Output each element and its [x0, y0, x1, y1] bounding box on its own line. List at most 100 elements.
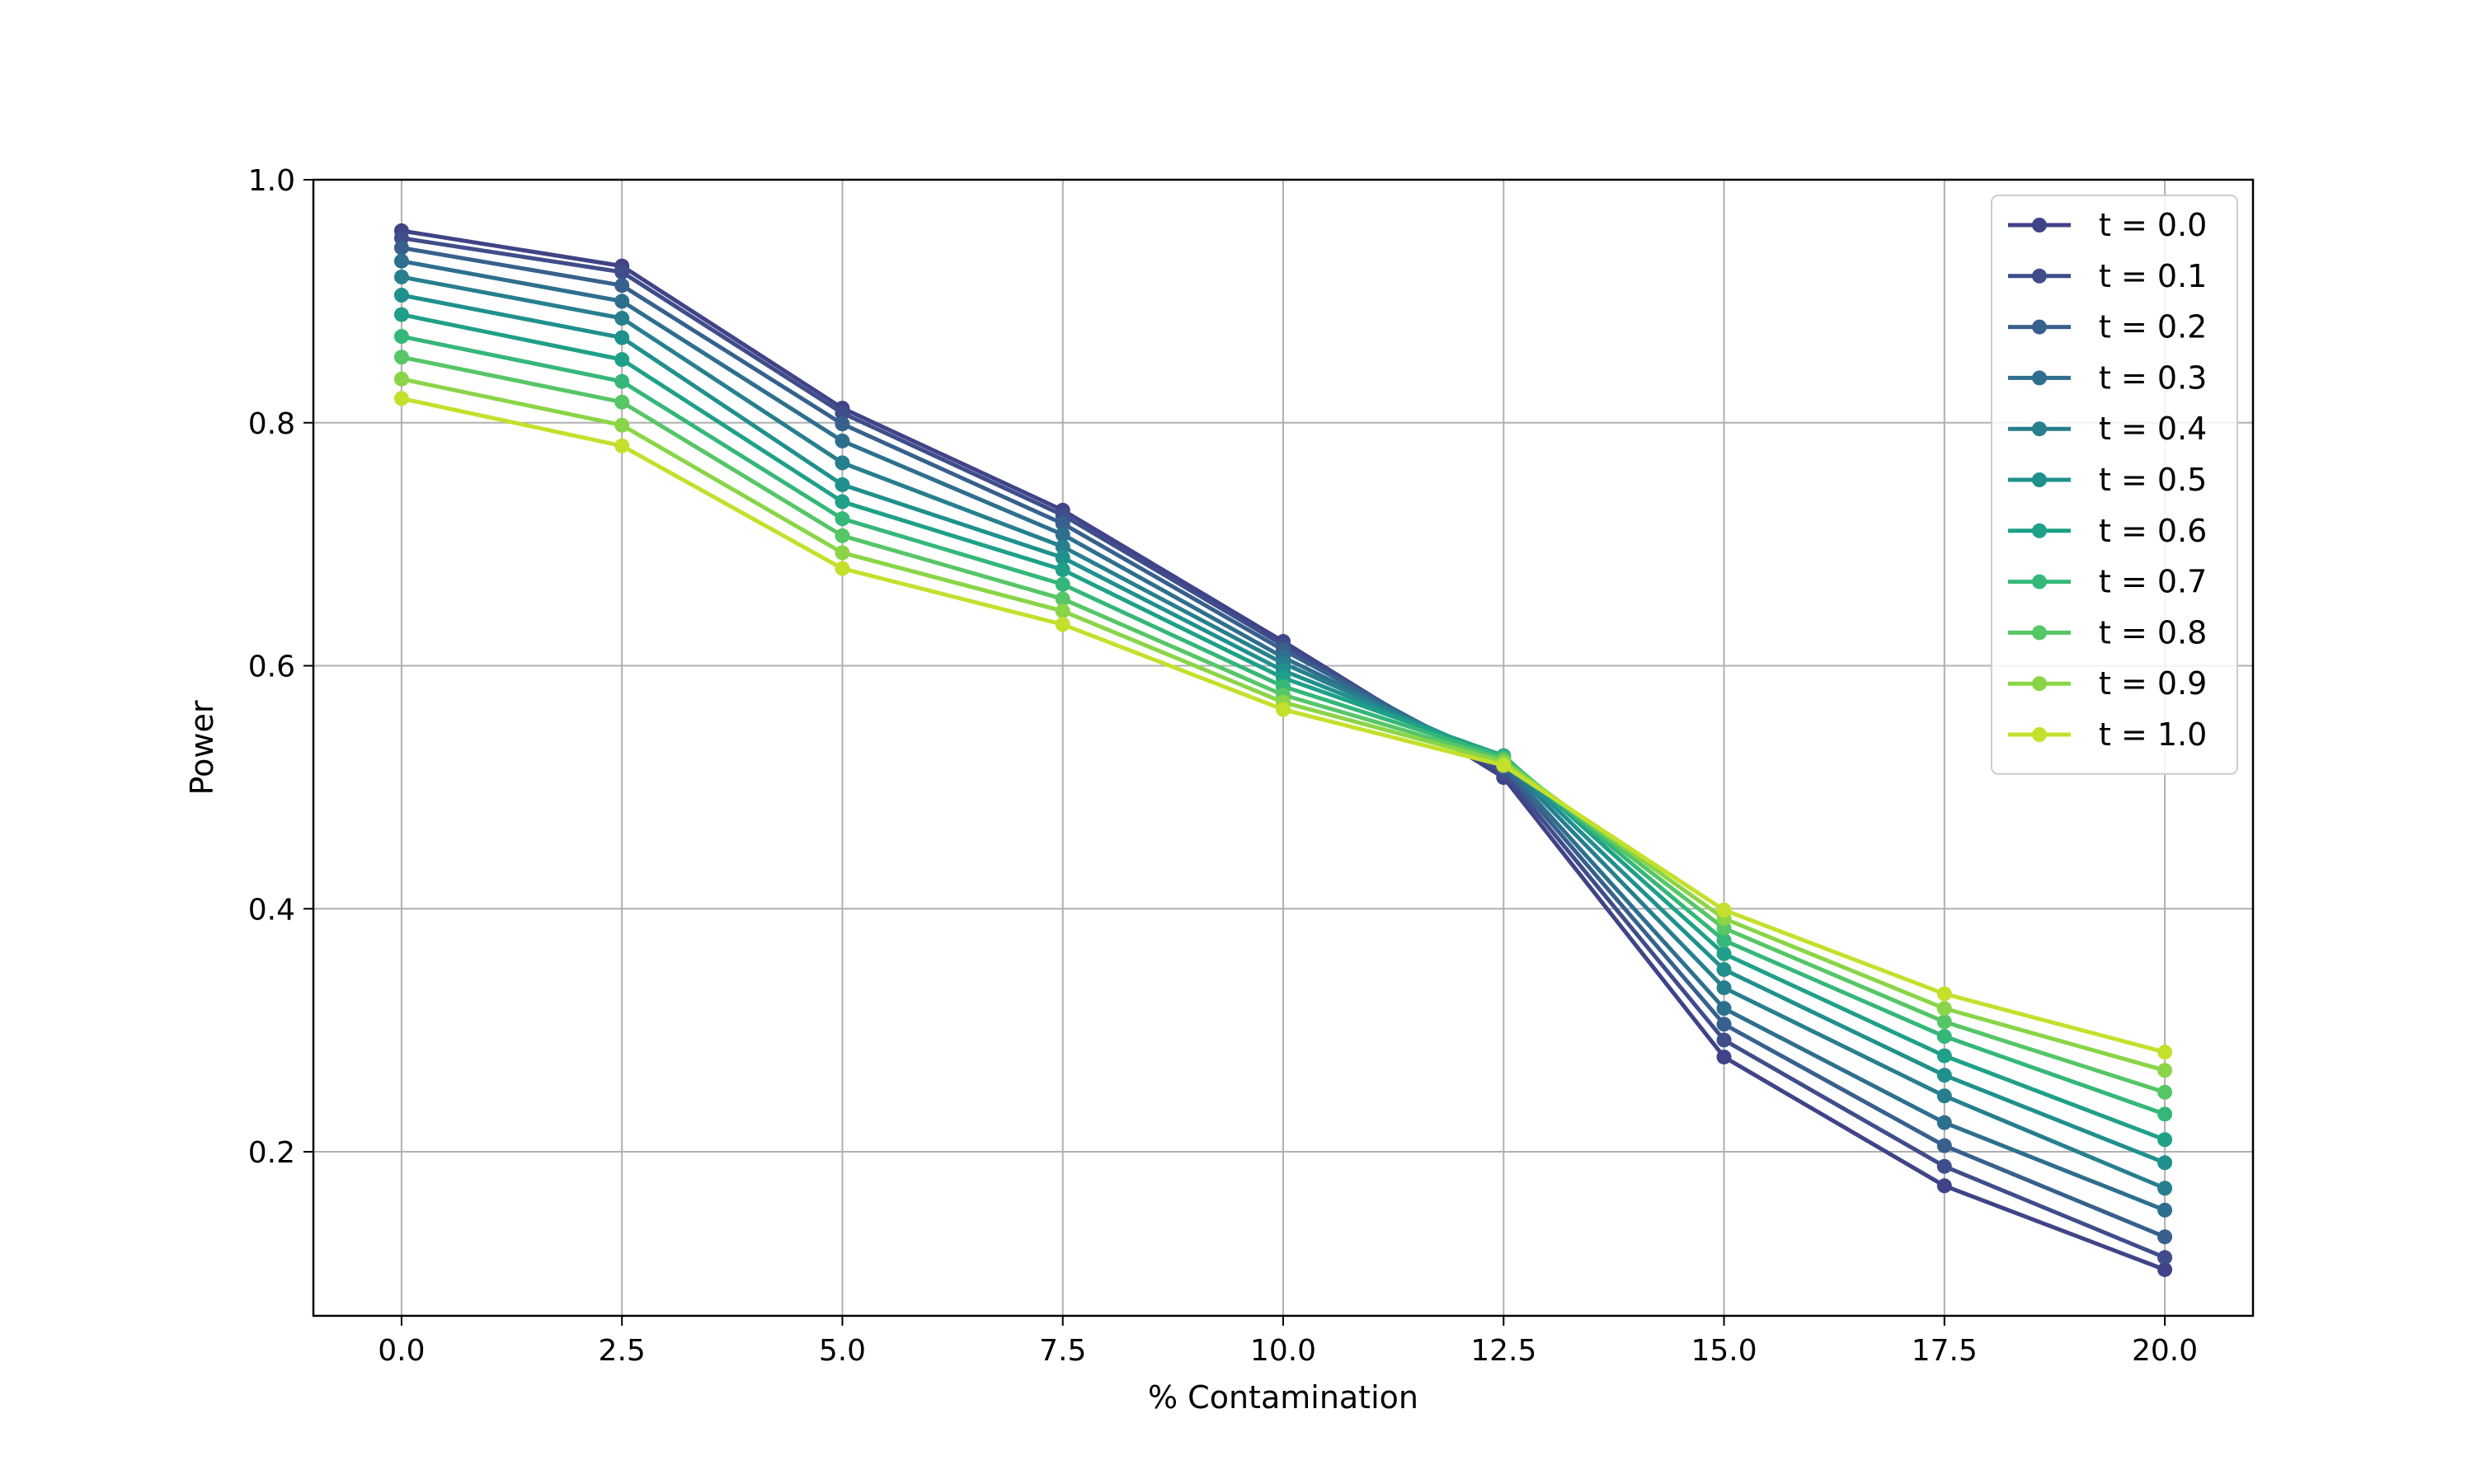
- legend-label: t = 0.8: [2099, 614, 2207, 650]
- legend-label: t = 0.3: [2099, 359, 2207, 396]
- data-point: [1936, 986, 1952, 1002]
- data-point: [1936, 1138, 1952, 1153]
- legend-item: t = 0.6: [2008, 513, 2207, 549]
- x-tick-label: 5.0: [819, 1334, 866, 1368]
- data-point: [2157, 1045, 2173, 1060]
- legend-marker: [2032, 523, 2047, 538]
- x-tick-label: 10.0: [1250, 1334, 1316, 1368]
- data-point: [393, 240, 409, 256]
- legend-item: t = 0.8: [2008, 614, 2207, 650]
- legend-label: t = 0.5: [2099, 462, 2207, 498]
- legend-marker: [2032, 625, 2047, 641]
- data-point: [835, 528, 850, 543]
- series-t1.0: [393, 391, 2173, 1060]
- legend-marker: [2032, 727, 2047, 742]
- legend-item: t = 0.3: [2008, 359, 2207, 396]
- data-point: [614, 394, 630, 410]
- data-point: [1496, 758, 1512, 773]
- legend-marker: [2032, 574, 2047, 589]
- data-point: [835, 545, 850, 561]
- data-point: [1716, 946, 1732, 961]
- data-point: [393, 307, 409, 322]
- data-point: [1936, 1158, 1952, 1174]
- y-axis: 0.2 0.4 0.6 0.8 1.0: [248, 164, 313, 1170]
- data-point: [393, 391, 409, 406]
- legend-marker: [2032, 268, 2047, 284]
- data-point: [835, 405, 850, 420]
- data-point: [1055, 550, 1070, 566]
- x-tick-label: 7.5: [1039, 1334, 1086, 1368]
- data-point: [1055, 562, 1070, 578]
- legend-box: [1991, 195, 2238, 775]
- data-point: [2157, 1229, 2173, 1245]
- data-point: [614, 278, 630, 294]
- data-point: [835, 416, 850, 432]
- data-point: [1055, 576, 1070, 592]
- legend-item: t = 0.1: [2008, 258, 2207, 294]
- data-point: [1055, 516, 1070, 532]
- data-point: [393, 269, 409, 284]
- data-point: [1716, 1050, 1732, 1065]
- data-point: [1055, 591, 1070, 607]
- data-point: [835, 433, 850, 448]
- legend-marker: [2032, 319, 2047, 335]
- x-axis-label: % Contamination: [1148, 1379, 1418, 1416]
- legend-item: t = 0.4: [2008, 411, 2207, 447]
- legend-item: t = 0.7: [2008, 564, 2207, 600]
- legend-item: t = 1.0: [2008, 716, 2207, 753]
- legend-item: t = 0.0: [2008, 207, 2207, 243]
- data-point: [1716, 1001, 1732, 1017]
- data-point: [1055, 539, 1070, 555]
- data-point: [1936, 1001, 1952, 1017]
- legend-item: t = 0.2: [2008, 309, 2207, 345]
- data-point: [614, 330, 630, 345]
- data-series: [393, 223, 2173, 1277]
- data-point: [835, 511, 850, 527]
- data-point: [1716, 932, 1732, 948]
- x-tick-label: 0.0: [378, 1334, 425, 1368]
- data-point: [393, 253, 409, 269]
- data-point: [835, 455, 850, 471]
- data-point: [2157, 1155, 2173, 1171]
- data-point: [1936, 1048, 1952, 1064]
- data-point: [1276, 702, 1291, 717]
- x-tick-label: 17.5: [1912, 1334, 1978, 1368]
- data-point: [1936, 1115, 1952, 1130]
- data-point: [1055, 617, 1070, 632]
- data-point: [614, 352, 630, 368]
- legend: t = 0.0 t = 0.1 t = 0.2 t = 0.3 t = 0.4 t = 0…: [1991, 195, 2238, 775]
- data-point: [1936, 1029, 1952, 1045]
- data-point: [1716, 1032, 1732, 1048]
- x-tick-label: 20.0: [2132, 1334, 2198, 1368]
- legend-label: t = 1.0: [2099, 716, 2207, 753]
- data-point: [393, 288, 409, 303]
- legend-label: t = 0.2: [2099, 309, 2207, 345]
- data-point: [614, 311, 630, 326]
- legend-label: t = 0.1: [2099, 258, 2207, 294]
- data-point: [1716, 902, 1732, 918]
- data-point: [614, 417, 630, 433]
- y-tick-label: 1.0: [248, 164, 295, 198]
- legend-marker: [2032, 218, 2047, 232]
- data-point: [1055, 527, 1070, 542]
- data-point: [1936, 1178, 1952, 1194]
- data-point: [835, 561, 850, 576]
- data-point: [2157, 1106, 2173, 1122]
- data-point: [1936, 1068, 1952, 1083]
- data-point: [2157, 1250, 2173, 1266]
- y-tick-label: 0.2: [248, 1136, 295, 1170]
- data-point: [393, 329, 409, 345]
- legend-label: t = 0.4: [2099, 411, 2207, 447]
- x-axis: 0.0 2.5 5.0 7.5 10.0 12.5 15.0 17.5 20.0: [378, 1316, 2198, 1368]
- data-point: [614, 265, 630, 280]
- data-point: [1055, 603, 1070, 619]
- data-point: [2157, 1084, 2173, 1100]
- y-tick-label: 0.8: [248, 407, 295, 441]
- x-tick-label: 2.5: [599, 1334, 646, 1368]
- data-point: [1716, 1017, 1732, 1032]
- data-point: [614, 294, 630, 309]
- data-point: [2157, 1202, 2173, 1218]
- y-tick-label: 0.4: [248, 893, 295, 927]
- legend-marker: [2032, 370, 2047, 386]
